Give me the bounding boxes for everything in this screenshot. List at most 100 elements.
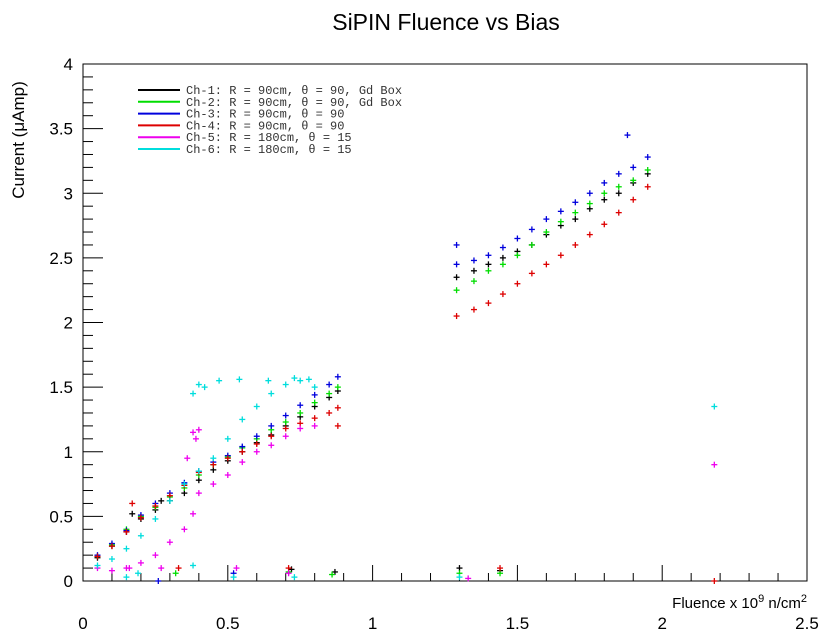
y-axis-tick-labels: 0 0.5 1 1.5 2 2.5 3 3.5 4 (49, 55, 73, 591)
data-point (453, 287, 460, 294)
data-point (528, 241, 535, 248)
data-point (253, 440, 260, 447)
data-point (453, 261, 460, 268)
data-point (615, 170, 622, 177)
data-point (108, 556, 115, 563)
x-axis-label-unit: n/cm (764, 595, 801, 612)
data-point (326, 409, 333, 416)
y-tick-label: 3 (64, 184, 73, 203)
data-point (334, 384, 341, 391)
series-ch3 (94, 132, 651, 584)
legend-entry: Ch-3: R = 90cm, θ = 90 (186, 108, 344, 122)
data-point (557, 208, 564, 215)
data-point (135, 570, 142, 577)
data-point (465, 575, 472, 582)
x-axis-label-exponent: 9 (758, 593, 764, 605)
x-axis-tick-labels: 0 0.5 1 1.5 2 2.5 (78, 614, 819, 633)
data-point (210, 481, 217, 488)
data-point (137, 559, 144, 566)
data-point (711, 403, 718, 410)
data-point (137, 532, 144, 539)
data-point (166, 539, 173, 546)
data-point (514, 235, 521, 242)
data-point (201, 384, 208, 391)
data-point (311, 415, 318, 422)
data-point (499, 261, 506, 268)
data-point (311, 384, 318, 391)
chart-title: SiPIN Fluence vs Bias (332, 9, 560, 35)
data-point (470, 306, 477, 313)
series-layer (94, 132, 718, 584)
data-point (108, 567, 115, 574)
data-point (453, 274, 460, 281)
data-point (297, 409, 304, 416)
data-point (311, 391, 318, 398)
series-ch4 (94, 183, 718, 584)
data-point (601, 221, 608, 228)
data-point (152, 552, 159, 559)
data-point (456, 565, 463, 572)
data-point (190, 510, 197, 517)
data-point (291, 375, 298, 382)
legend-entry: Ch-5: R = 180cm, θ = 15 (186, 131, 352, 145)
data-point (485, 300, 492, 307)
data-point (572, 216, 579, 223)
data-point (172, 570, 179, 577)
data-point (499, 254, 506, 261)
x-tick-label: 1.5 (506, 614, 530, 633)
data-point (334, 422, 341, 429)
data-point (586, 205, 593, 212)
data-point (282, 412, 289, 419)
data-point (305, 376, 312, 383)
data-point (615, 183, 622, 190)
data-point (470, 278, 477, 285)
data-point (557, 218, 564, 225)
data-point (334, 373, 341, 380)
x-axis-ticks (82, 565, 808, 581)
data-point (297, 377, 304, 384)
y-tick-label: 2.5 (49, 249, 73, 268)
legend-entry: Ch-6: R = 180cm, θ = 15 (186, 143, 352, 157)
data-point (123, 528, 130, 535)
data-point (326, 381, 333, 388)
data-point (572, 199, 579, 206)
data-point (190, 429, 197, 436)
data-point (311, 399, 318, 406)
data-point (311, 422, 318, 429)
data-point (326, 390, 333, 397)
data-point (195, 477, 202, 484)
data-point (285, 570, 292, 577)
data-point (601, 190, 608, 197)
data-point (265, 377, 272, 384)
y-tick-label: 0 (64, 572, 73, 591)
data-point (210, 455, 217, 462)
y-tick-label: 3.5 (49, 120, 73, 139)
series-ch2 (94, 166, 651, 578)
data-point (586, 231, 593, 238)
data-point (282, 381, 289, 388)
x-tick-label: 0 (78, 614, 87, 633)
data-point (528, 270, 535, 277)
data-point (285, 565, 292, 572)
data-point (497, 565, 504, 572)
data-point (152, 503, 159, 510)
x-axis-label: Fluence x 109 n/cm2 (672, 593, 807, 612)
data-point (123, 574, 130, 581)
data-point (94, 562, 101, 569)
data-point (282, 433, 289, 440)
y-tick-label: 1.5 (49, 378, 73, 397)
data-point (514, 252, 521, 259)
y-tick-label: 2 (64, 314, 73, 333)
data-point (181, 481, 188, 488)
data-point (129, 500, 136, 507)
series-ch5 (94, 422, 718, 582)
data-point (268, 422, 275, 429)
x-tick-label: 1 (368, 614, 377, 633)
legend-entry: Ch-4: R = 90cm, θ = 90 (186, 119, 344, 133)
data-point (711, 578, 718, 584)
data-point (190, 390, 197, 397)
data-point (192, 435, 199, 442)
data-point (644, 166, 651, 173)
x-tick-label: 0.5 (216, 614, 240, 633)
